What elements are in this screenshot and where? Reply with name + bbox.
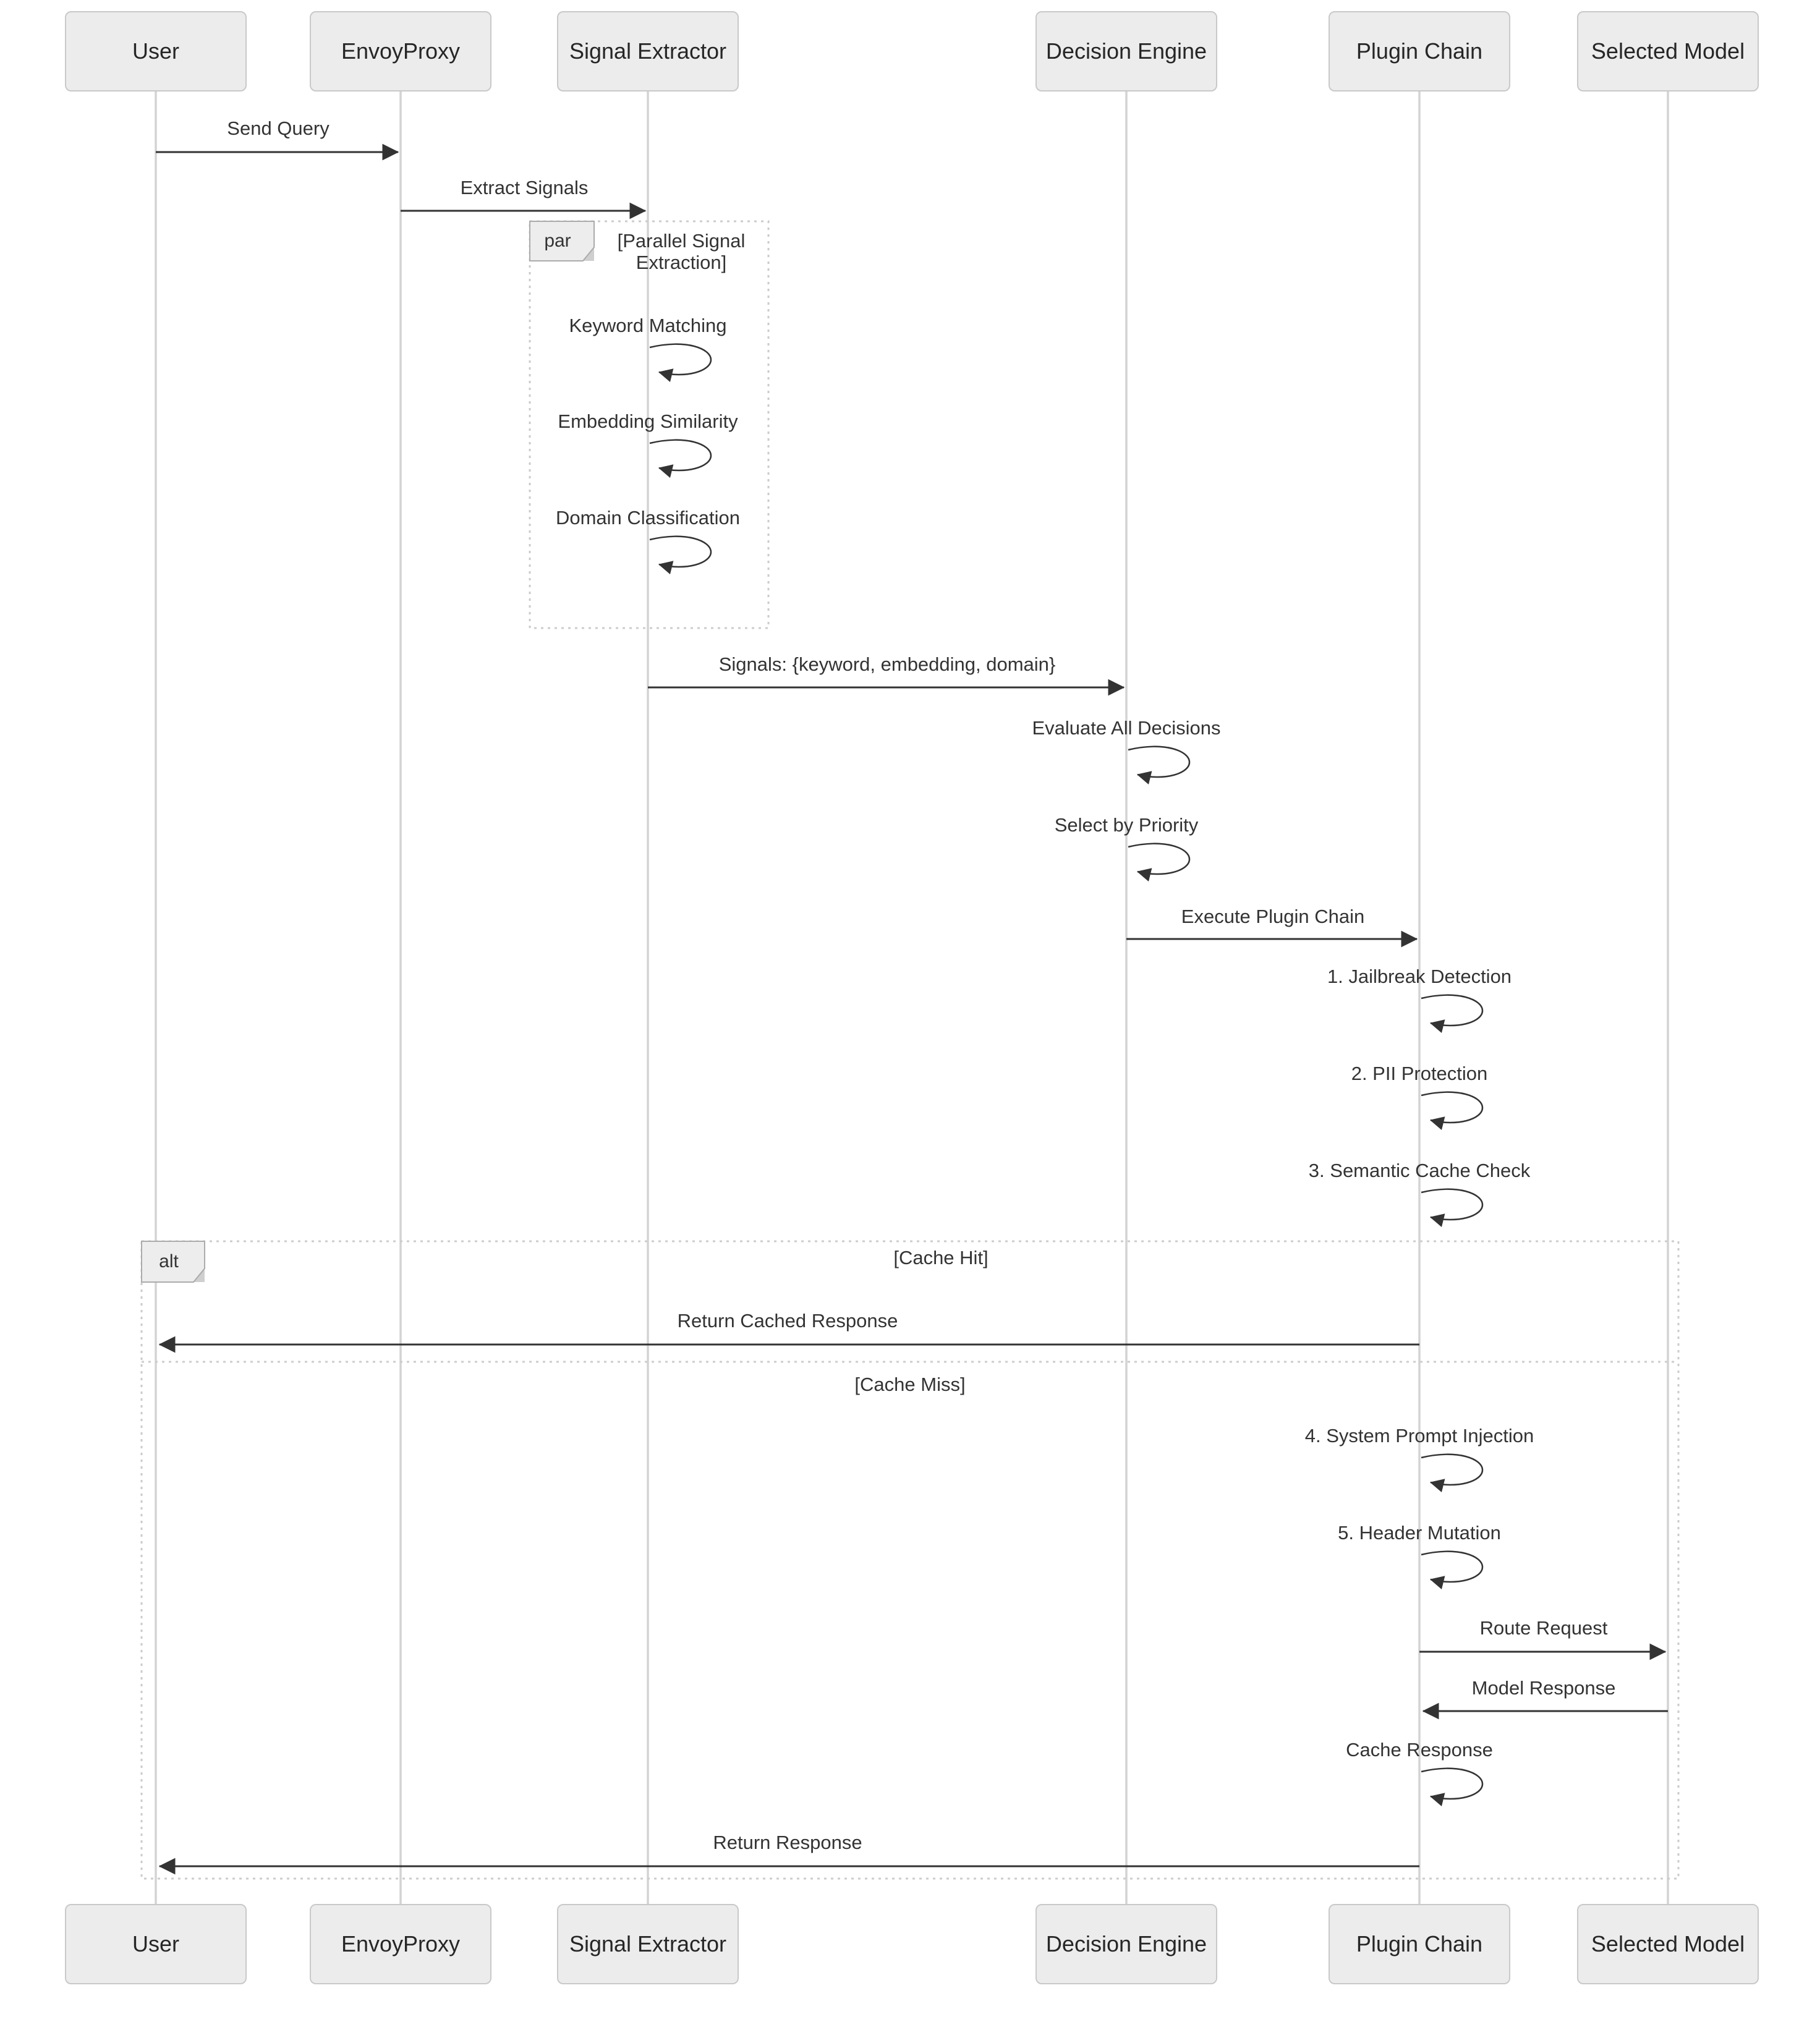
participant-label: Signal Extractor bbox=[569, 1931, 727, 1956]
participant-selected-model-bottom: Selected Model bbox=[1577, 1904, 1759, 1984]
alt-section-cache-hit: [Cache Hit] bbox=[893, 1247, 989, 1268]
loop-keyword-matching bbox=[649, 343, 712, 383]
participant-decision-engine-top: Decision Engine bbox=[1035, 11, 1217, 91]
loop-semantic-cache-check bbox=[1421, 1188, 1484, 1228]
message-send-query: Send Query bbox=[227, 117, 330, 139]
self-message-domain-classification: Domain Classification bbox=[555, 507, 741, 529]
participant-label: Selected Model bbox=[1591, 1931, 1745, 1956]
alt-label-box bbox=[141, 1241, 205, 1283]
par-frame bbox=[529, 220, 770, 629]
participant-decision-engine-bottom: Decision Engine bbox=[1035, 1904, 1217, 1984]
participant-label: User bbox=[132, 1931, 179, 1956]
message-return-response: Return Response bbox=[713, 1832, 862, 1853]
participant-plugin-chain-bottom: Plugin Chain bbox=[1329, 1904, 1510, 1984]
lifelines bbox=[155, 91, 1669, 1904]
loop-pii-protection bbox=[1421, 1091, 1484, 1131]
message-return-cached-response: Return Cached Response bbox=[677, 1310, 898, 1332]
loop-embedding-similarity bbox=[649, 439, 712, 478]
loop-system-prompt-injection bbox=[1421, 1453, 1484, 1493]
participant-envoyproxy-top: EnvoyProxy bbox=[310, 11, 491, 91]
self-message-header-mutation: 5. Header Mutation bbox=[1338, 1522, 1501, 1544]
participant-label: Plugin Chain bbox=[1356, 1931, 1483, 1956]
self-message-embedding-similarity: Embedding Similarity bbox=[558, 410, 738, 432]
alt-frame-label: alt bbox=[159, 1251, 179, 1272]
participant-signal-extractor-top: Signal Extractor bbox=[557, 11, 739, 91]
message-route-request: Route Request bbox=[1479, 1617, 1608, 1639]
self-message-semantic-cache-check: 3. Semantic Cache Check bbox=[1308, 1160, 1531, 1181]
participant-signal-extractor-bottom: Signal Extractor bbox=[557, 1904, 739, 1984]
par-label-box bbox=[529, 221, 595, 261]
self-message-keyword-matching: Keyword Matching bbox=[569, 315, 727, 336]
participant-selected-model-top: Selected Model bbox=[1577, 11, 1759, 91]
loop-header-mutation bbox=[1421, 1550, 1484, 1590]
loop-evaluate-all-decisions bbox=[1128, 746, 1191, 785]
participant-label: Signal Extractor bbox=[569, 38, 727, 64]
self-message-select-by-priority: Select by Priority bbox=[1054, 814, 1199, 836]
loop-cache-response bbox=[1421, 1767, 1484, 1807]
self-message-jailbreak-detection: 1. Jailbreak Detection bbox=[1327, 966, 1512, 987]
message-signals: Signals: {keyword, embedding, domain} bbox=[718, 653, 1056, 675]
message-arrows bbox=[156, 143, 1668, 1875]
participant-label: User bbox=[132, 38, 179, 64]
participant-label: Selected Model bbox=[1591, 38, 1745, 64]
participant-label: EnvoyProxy bbox=[341, 38, 461, 64]
participant-envoyproxy-bottom: EnvoyProxy bbox=[310, 1904, 491, 1984]
alt-frame bbox=[140, 1240, 1680, 1880]
self-loops bbox=[649, 343, 1484, 1807]
loop-domain-classification bbox=[649, 535, 712, 575]
loop-select-by-priority bbox=[1128, 843, 1191, 882]
participant-user-bottom: User bbox=[65, 1904, 247, 1984]
alt-section-cache-miss: [Cache Miss] bbox=[854, 1374, 966, 1395]
message-execute-plugin-chain: Execute Plugin Chain bbox=[1181, 906, 1365, 927]
message-model-response: Model Response bbox=[1471, 1677, 1616, 1699]
loop-jailbreak-detection bbox=[1421, 994, 1484, 1034]
participant-label: Decision Engine bbox=[1045, 38, 1207, 64]
participant-label: EnvoyProxy bbox=[341, 1931, 461, 1956]
self-message-cache-response: Cache Response bbox=[1346, 1739, 1493, 1761]
self-message-system-prompt-injection: 4. System Prompt Injection bbox=[1304, 1425, 1534, 1447]
self-message-evaluate-all-decisions: Evaluate All Decisions bbox=[1032, 717, 1221, 739]
participant-plugin-chain-top: Plugin Chain bbox=[1329, 11, 1510, 91]
self-message-pii-protection: 2. PII Protection bbox=[1351, 1063, 1488, 1084]
par-frame-label: par bbox=[544, 231, 571, 251]
participant-label: Decision Engine bbox=[1045, 1931, 1207, 1956]
message-extract-signals: Extract Signals bbox=[460, 177, 589, 198]
par-frame-title: [Parallel Signal Extraction] bbox=[617, 230, 746, 273]
participant-label: Plugin Chain bbox=[1356, 38, 1483, 64]
participant-user-top: User bbox=[65, 11, 247, 91]
